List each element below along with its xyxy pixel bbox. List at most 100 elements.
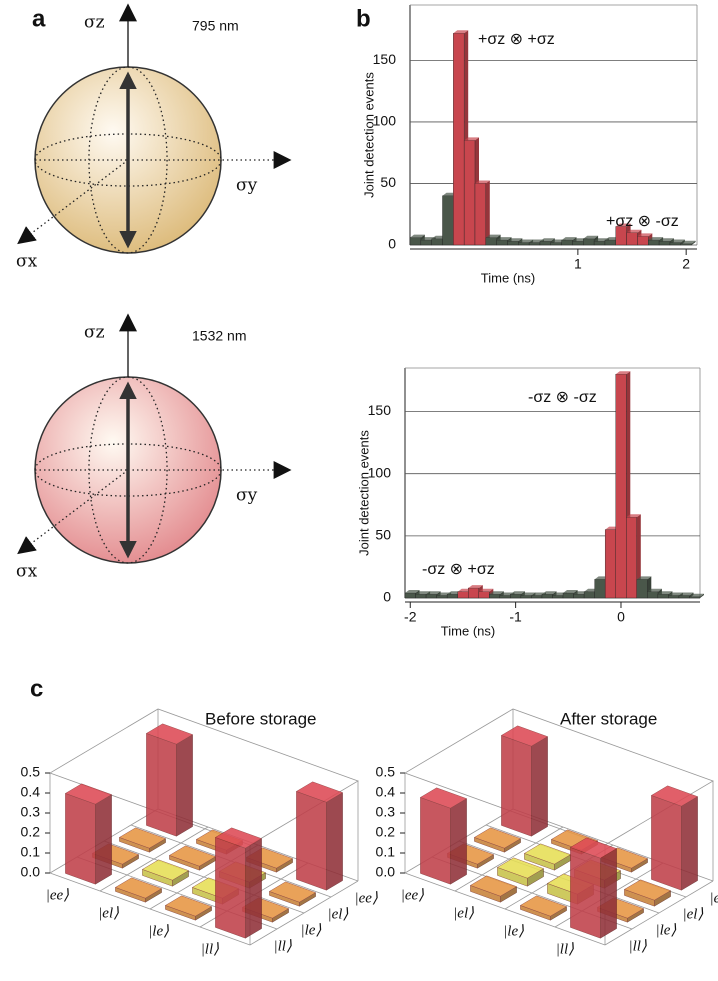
bar: [637, 236, 648, 245]
y-tick-label: 0: [383, 589, 391, 605]
axis-label: σx: [16, 252, 38, 272]
y-tick-label: 0: [388, 236, 396, 252]
col-label: |le⟩: [656, 922, 677, 938]
x-tick-label: -1: [509, 609, 522, 625]
panel-label: a: [32, 5, 46, 32]
bar-face: [95, 795, 111, 885]
bar: [475, 183, 486, 245]
bar: [605, 530, 616, 598]
y-axis-label: Joint detection events: [361, 72, 376, 198]
bar-3d: [119, 828, 165, 852]
bar-face: [326, 793, 342, 891]
bar: [416, 594, 427, 598]
x-tick-label: 1: [574, 256, 582, 272]
bar: [562, 240, 573, 245]
bar: [616, 374, 627, 598]
z-tick-label: 0.4: [21, 784, 41, 800]
annotation: +σz ⊗ -σz: [606, 213, 679, 230]
row-label: |ll⟩: [201, 941, 219, 957]
x-axis-label: Time (ns): [481, 270, 535, 285]
bar-face: [176, 735, 192, 837]
bar-face: [570, 847, 600, 938]
wavelength: 1532 nm: [192, 328, 246, 344]
bar-face: [681, 797, 697, 891]
bar: [574, 594, 585, 598]
bar-3d: [474, 828, 520, 852]
wavelength: 795 nm: [192, 18, 239, 34]
z-tick-label: 0.5: [21, 764, 41, 780]
bar-3d: [501, 726, 547, 836]
bar: [497, 240, 508, 245]
bar-3d: [520, 896, 566, 920]
bar-3d: [115, 878, 161, 902]
bar: [479, 592, 490, 598]
y-tick-label: 150: [373, 51, 397, 67]
bar-face: [245, 839, 261, 939]
x-axis-label: Time (ns): [441, 623, 495, 638]
col-label: |ll⟩: [274, 938, 292, 954]
z-tick-label: 0.2: [376, 824, 396, 840]
bar: [648, 240, 659, 245]
z-tick-label: 0.5: [376, 764, 396, 780]
annotation: -σz ⊗ -σz: [528, 389, 597, 406]
bar-3d: [420, 788, 466, 884]
bar-face: [146, 733, 176, 836]
bar: [572, 241, 583, 245]
bar: [563, 593, 574, 598]
y-tick-label: 50: [380, 174, 396, 190]
axis-label: σz: [84, 13, 105, 33]
bar: [670, 243, 681, 245]
bar-face: [651, 795, 681, 890]
bar: [583, 239, 594, 245]
row-label: |le⟩: [148, 923, 169, 939]
col-label: |el⟩: [328, 906, 349, 922]
bar-face: [501, 735, 531, 836]
bar: [659, 241, 670, 245]
bar: [405, 593, 416, 598]
col-label: |ee⟩: [355, 890, 378, 906]
bar: [647, 592, 658, 598]
row-label: |ll⟩: [556, 941, 574, 957]
bar-face: [600, 849, 616, 939]
bar: [421, 240, 432, 245]
z-tick-label: 0.1: [21, 844, 41, 860]
bar: [518, 243, 529, 245]
x-tick-label: -2: [404, 609, 417, 625]
bar: [432, 239, 443, 245]
y-tick-label: 150: [368, 402, 392, 418]
bar: [468, 588, 479, 598]
bar: [510, 594, 521, 598]
row-label: |le⟩: [503, 923, 524, 939]
bar: [521, 596, 532, 598]
bar: [542, 594, 553, 598]
bar-3d: [215, 828, 261, 938]
bar: [442, 196, 453, 245]
chart-title: After storage: [560, 709, 657, 728]
bar: [605, 240, 616, 245]
panel-label: c: [30, 675, 43, 702]
z-tick-label: 0.0: [376, 864, 396, 880]
z-tick-label: 0.2: [21, 824, 41, 840]
bar-3d: [570, 838, 616, 938]
bar: [507, 241, 518, 245]
annotation: -σz ⊗ +σz: [422, 561, 495, 578]
bar: [426, 594, 437, 598]
bar-face: [531, 737, 547, 837]
bar: [637, 579, 648, 598]
bar: [486, 238, 497, 245]
bar-3d: [165, 896, 211, 920]
z-tick-label: 0.3: [376, 804, 396, 820]
bar-face: [296, 791, 326, 890]
col-label: |el⟩: [683, 906, 704, 922]
bar-3d: [296, 782, 342, 890]
col-label: |ee⟩: [710, 890, 718, 906]
bar-3d: [651, 786, 697, 890]
bar: [458, 592, 469, 598]
bar: [453, 33, 464, 245]
bar: [689, 597, 700, 598]
bar: [437, 596, 448, 598]
bar: [584, 592, 595, 598]
axis-label: σx: [16, 562, 38, 582]
z-tick-label: 0.3: [21, 804, 41, 820]
